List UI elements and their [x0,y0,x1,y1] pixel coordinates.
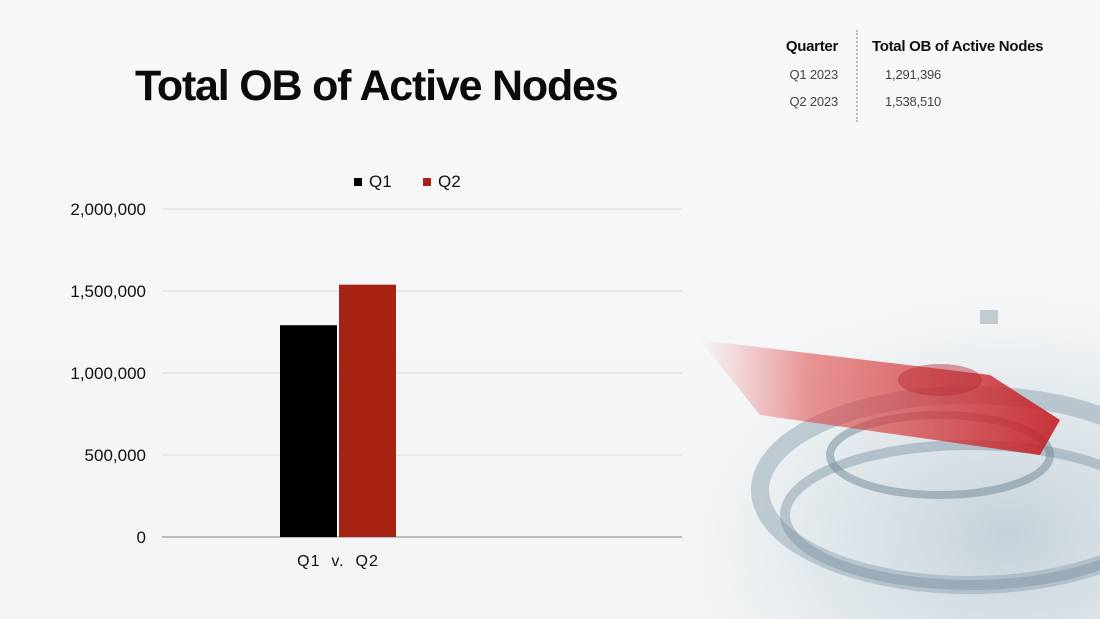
row-q2-value: 1,538,510 [885,94,942,109]
y-tick-label: 1,500,000 [70,282,146,301]
table-divider [856,30,858,122]
y-tick-label: 1,000,000 [70,364,146,383]
y-tick-label: 500,000 [85,446,146,465]
chart-legend: Q1 Q2 [354,172,461,191]
legend-label-q2: Q2 [438,172,461,191]
legend-label-q1: Q1 [369,172,392,191]
legend-swatch-q1 [354,178,362,186]
summary-table: Quarter Total OB of Active Nodes Q1 2023… [760,30,1080,125]
bar-q2 [339,284,396,537]
bars [280,284,396,537]
row-q1-value: 1,291,396 [885,67,942,82]
x-axis: Q1 v. Q2 [297,553,379,570]
chart-gridlines [162,208,682,538]
bar-q1 [280,325,337,537]
y-tick-label: 2,000,000 [70,200,146,219]
row-q1-quarter: Q1 2023 [789,67,839,82]
hardware-background-image [640,280,1100,619]
header-total-ob: Total OB of Active Nodes [872,38,1044,55]
legend-swatch-q2 [423,178,431,186]
page-title: Total OB of Active Nodes [135,62,619,110]
row-q2-quarter: Q2 2023 [789,94,839,109]
y-tick-label: 0 [137,528,146,547]
header-quarter: Quarter [785,38,838,55]
x-tick-label: Q1 v. Q2 [297,553,379,570]
bar-chart: Q1 Q2 0 500,000 1,000,000 1,500,000 2,000,000… [70,172,682,570]
y-axis: 0 500,000 1,000,000 1,500,000 2,000,000 [70,200,146,547]
